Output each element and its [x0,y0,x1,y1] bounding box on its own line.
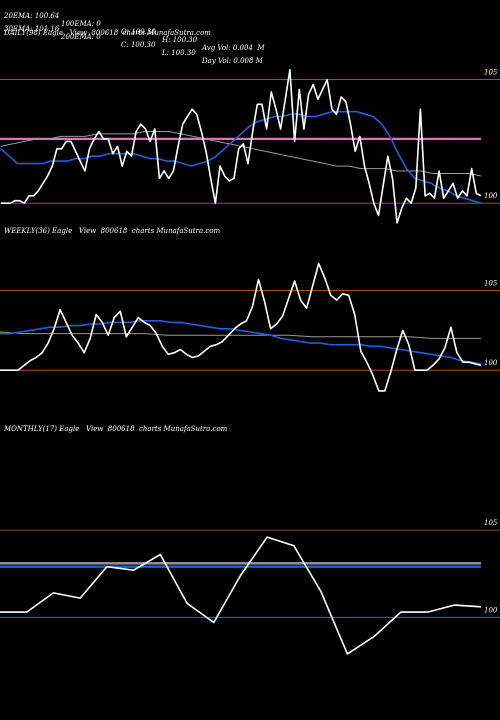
high-value: H: 100.30 [162,36,198,44]
stats-row-1: 20EMA: 100.64 100EMA: 0 O: 100.30 H: 100… [4,4,265,52]
monthly-chart: 105 100 [0,519,500,655]
daily-panel-title: DAILY(98) Eagle View 800618 charts Munaf… [4,29,211,37]
monthly-panel-title: MONTHLY(17) Eagle View 800618 charts Mun… [4,425,228,433]
monthly-tick-label-105: 105 [484,519,498,527]
daily-price-line [1,68,482,224]
daily-chart: 105 100 [0,68,500,224]
daily-tick-label-105: 105 [484,69,498,77]
ema20-value: 20EMA: 100.64 [4,12,60,20]
day-vol-value: Day Vol: 0.008 M [202,57,263,65]
weekly-ema-blue-line [0,319,482,365]
weekly-price-line [0,262,482,392]
open-value: O: 100.30 [121,28,156,36]
daily-tick-label-100: 100 [484,192,498,200]
close-value: C: 100.30 [121,41,156,49]
stats-row-2: 30EMA: 101.16 200EMA: 0 C: 100.30 L: 100… [4,17,263,65]
low-value: L: 100.30 [162,49,196,57]
avg-vol-value: Avg Vol: 0.004 M [202,44,265,52]
weekly-panel-title: WEEKLY(36) Eagle View 800618 charts Muna… [4,227,221,235]
ema30-value: 30EMA: 101.16 [4,25,60,33]
monthly-price-line [0,536,482,655]
weekly-tick-label-100: 100 [484,359,498,367]
ema200-value: 200EMA: 0 [61,33,101,41]
monthly-tick-label-100: 100 [484,606,498,614]
daily-ema-blue-line [0,110,482,204]
weekly-chart: 105 100 [0,262,500,392]
ema100-value: 100EMA: 0 [61,20,101,28]
weekly-tick-label-105: 105 [484,280,498,288]
